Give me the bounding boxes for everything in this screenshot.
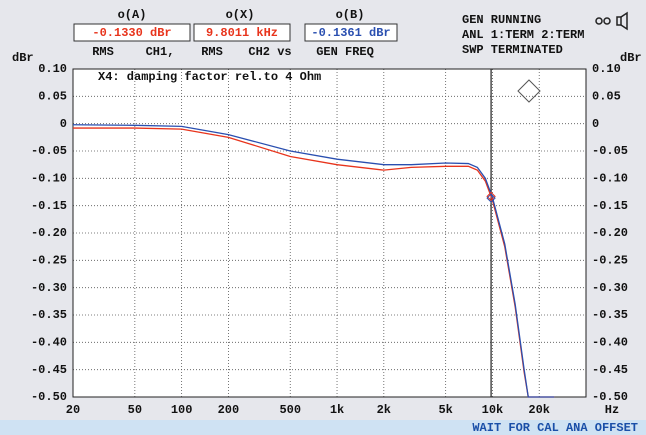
annotation: X4: damping factor rel.to 4 Ohm xyxy=(98,70,321,84)
y2-tick-label: 0.10 xyxy=(592,62,621,76)
x-tick-label: 20k xyxy=(528,403,550,417)
readout-box xyxy=(193,23,291,42)
y2-tick-label: -0.20 xyxy=(592,226,628,240)
readout-box xyxy=(304,23,398,42)
y-tick-label: -0.50 xyxy=(31,390,67,404)
y-tick-label: -0.15 xyxy=(31,199,67,213)
channel: CH1, xyxy=(146,45,175,59)
cursor-a-readout: -0.1330 dBr xyxy=(92,26,171,40)
cursor-marker xyxy=(486,191,496,202)
x-tick-label: 1k xyxy=(330,403,344,417)
y-tick-label: -0.10 xyxy=(31,172,67,186)
y-tick-label: -0.35 xyxy=(31,308,67,322)
y2-tick-label: -0.10 xyxy=(592,172,628,186)
readout-box xyxy=(73,23,191,42)
plot-frame xyxy=(72,68,587,398)
x-tick-label: 100 xyxy=(171,403,193,417)
y-tick-label: 0.05 xyxy=(38,90,67,104)
y-axis-label: dBr xyxy=(12,51,34,65)
y-tick-label: -0.40 xyxy=(31,336,67,350)
source: GEN FREQ xyxy=(316,45,374,59)
cursor-marker xyxy=(486,193,496,203)
y2-tick-label: 0.05 xyxy=(592,90,621,104)
y2-tick-label: -0.45 xyxy=(592,363,628,377)
status: SWP TERMINATED xyxy=(462,43,563,57)
y-tick-label: -0.30 xyxy=(31,281,67,295)
y2-tick-label: -0.15 xyxy=(592,199,628,213)
cursor-x-readout: 9.8011 kHz xyxy=(206,26,278,40)
series-line xyxy=(72,124,555,398)
plot-area xyxy=(73,69,586,397)
status: ANL 1:TERM 2:TERM xyxy=(462,28,584,42)
icons xyxy=(595,11,628,31)
channel: CH2 vs xyxy=(248,45,291,59)
status-message: WAIT FOR CAL ANA OFFSET xyxy=(472,421,638,435)
cursor-b-readout: -0.1361 dBr xyxy=(311,26,390,40)
x-axis-label: Hz xyxy=(605,403,619,417)
mode: RMS xyxy=(92,45,114,59)
x-tick-label: 5k xyxy=(438,403,452,417)
y-tick-label: 0 xyxy=(60,117,67,131)
mode: RMS xyxy=(201,45,223,59)
x-tick-label: 50 xyxy=(128,403,142,417)
y-tick-label: -0.25 xyxy=(31,254,67,268)
y2-tick-label: -0.35 xyxy=(592,308,628,322)
cursor-b-label: o(B) xyxy=(336,8,365,22)
y-tick-label: -0.45 xyxy=(31,363,67,377)
y2-tick-label: -0.50 xyxy=(592,390,628,404)
status: GEN RUNNING xyxy=(462,13,541,27)
x-tick-label: 20 xyxy=(66,403,80,417)
y2-tick-label: -0.05 xyxy=(592,144,628,158)
y2-tick-label: -0.25 xyxy=(592,254,628,268)
y-tick-label: 0.10 xyxy=(38,62,67,76)
y2-tick-label: -0.40 xyxy=(592,336,628,350)
cursor-x-label: o(X) xyxy=(226,8,255,22)
y-tick-label: -0.20 xyxy=(31,226,67,240)
x-tick-label: 2k xyxy=(377,403,391,417)
cursor-a-label: o(A) xyxy=(118,8,147,22)
y-tick-label: -0.05 xyxy=(31,144,67,158)
y2-tick-label: -0.30 xyxy=(592,281,628,295)
y2-axis-label: dBr xyxy=(620,51,642,65)
y2-tick-label: 0 xyxy=(592,117,599,131)
x-tick-label: 200 xyxy=(218,403,240,417)
status-bar xyxy=(0,420,646,435)
x-tick-label: 500 xyxy=(279,403,301,417)
x-tick-label: 10k xyxy=(482,403,504,417)
